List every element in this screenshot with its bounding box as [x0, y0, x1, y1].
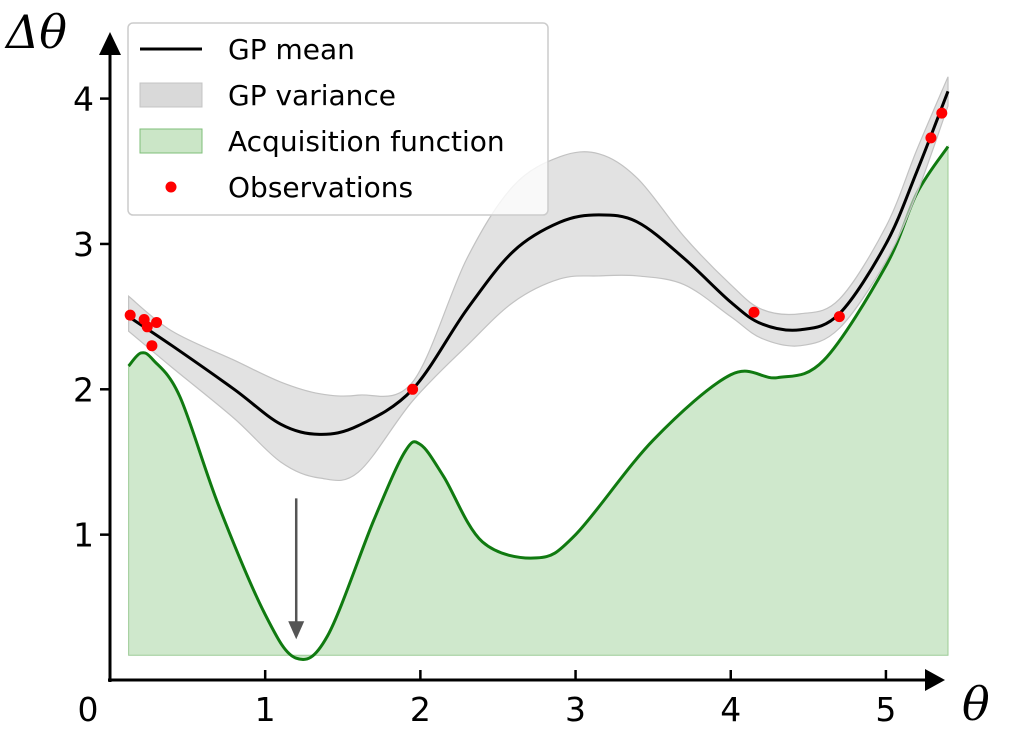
gp-mean-line: [127, 90, 950, 436]
observation-point: [151, 316, 163, 328]
y-axis-arrowhead: [99, 32, 121, 55]
observation-point: [407, 383, 419, 395]
legend-label-gp-variance: GP variance: [228, 79, 396, 112]
legend-label-acquisition: Acquisition function: [228, 125, 505, 158]
legend-swatch-acquisition: [139, 128, 203, 154]
x-tick-label: 2: [410, 690, 431, 729]
annotation-layer: [288, 498, 305, 640]
legend-label-observations: Observations: [228, 171, 413, 204]
legend-box: [127, 22, 549, 216]
gp-variance-band: [128, 76, 949, 482]
gp-mean-layer: [127, 90, 950, 436]
observation-point: [925, 132, 937, 144]
y-tick-label: 4: [73, 80, 94, 119]
legend-swatch-gp-variance: [139, 82, 203, 108]
x-tick-label: 5: [875, 690, 896, 729]
observation-point: [141, 321, 153, 333]
acquisition-line: [127, 145, 950, 662]
observation-point: [936, 107, 948, 119]
x-tick-label: 1: [255, 690, 276, 729]
observation-point: [748, 306, 760, 318]
x-tick-label: 0: [78, 690, 99, 729]
y-tick-label: 2: [73, 370, 94, 409]
legend: GP mean GP variance Acquisition function…: [127, 22, 549, 216]
x-axis-arrowhead: [925, 669, 945, 691]
x-axis-label: θ: [962, 677, 990, 730]
gp-variance-layer: [128, 76, 949, 482]
acquisition-area-layer: [127, 144, 950, 662]
y-tick-label: 1: [73, 516, 94, 555]
observation-point: [833, 311, 845, 323]
legend-label-gp-mean: GP mean: [228, 33, 355, 66]
legend-swatch-observations: [165, 181, 177, 193]
observation-point: [146, 340, 158, 352]
x-tick-label: 3: [565, 690, 586, 729]
observation-point: [124, 309, 136, 321]
y-tick-label: 3: [73, 225, 94, 264]
observations-layer: [124, 107, 948, 395]
annotation-arrow-head: [288, 621, 305, 640]
y-axis-label: Δθ: [4, 5, 67, 59]
x-tick-label: 4: [720, 690, 741, 729]
tick-layer: 0 1 2 3 4 5 1 2 3 4: [73, 80, 896, 729]
